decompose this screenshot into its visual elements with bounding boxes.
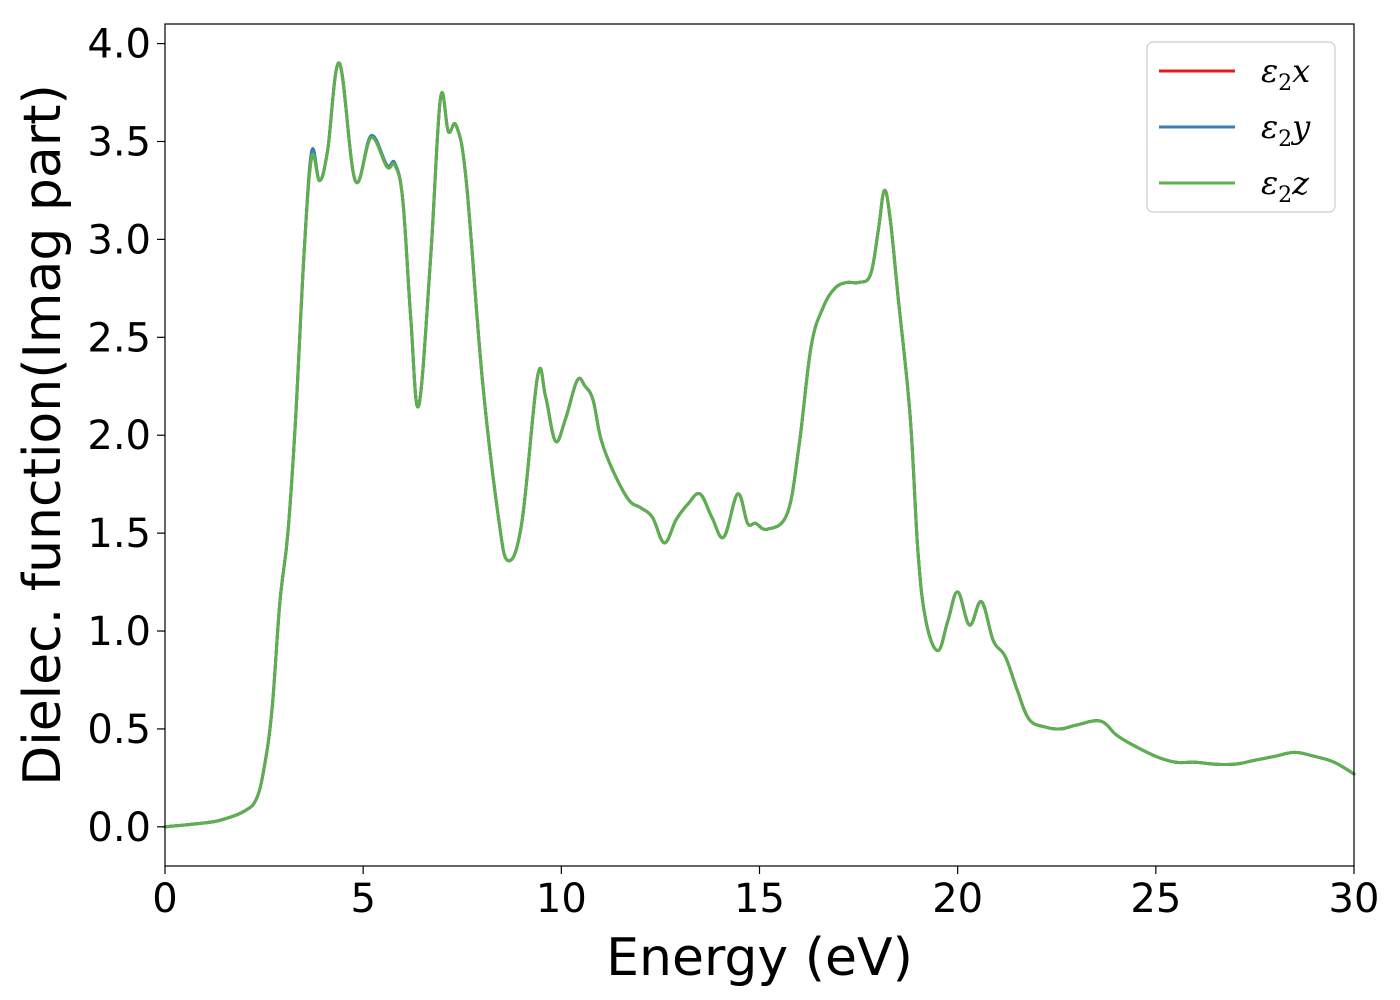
y-tick-label: 0.0 (87, 805, 151, 851)
x-tick-label: 0 (152, 876, 177, 922)
y-tick-label: 1.5 (87, 511, 151, 557)
y-tick-label: 1.0 (87, 609, 151, 655)
y-tick-label: 3.5 (87, 119, 151, 165)
x-tick-label: 30 (1329, 876, 1380, 922)
x-axis-ticks: 0 5 10 15 20 25 30 (152, 866, 1379, 922)
plot-series-group (163, 61, 1356, 829)
series-line-z (163, 61, 1356, 829)
x-tick-label: 5 (350, 876, 375, 922)
x-tick-label: 15 (734, 876, 785, 922)
legend-label-y: ε2y (1261, 108, 1311, 152)
x-tick-label: 20 (932, 876, 983, 922)
x-tick-label: 25 (1130, 876, 1181, 922)
y-tick-label: 2.5 (87, 315, 151, 361)
y-tick-label: 2.0 (87, 413, 151, 459)
x-tick-label: 10 (536, 876, 587, 922)
y-axis-ticks: 0.0 0.5 1.0 1.5 2.0 2.5 3.0 3.5 4.0 (87, 22, 165, 851)
legend: ε2x ε2y ε2z (1146, 41, 1336, 213)
y-axis-label: Dielec. function(Imag part) (13, 84, 73, 786)
y-tick-label: 0.5 (87, 707, 151, 753)
y-tick-label: 4.0 (87, 22, 151, 68)
legend-box (1146, 41, 1336, 213)
x-axis-label: Energy (eV) (606, 928, 913, 988)
y-tick-label: 3.0 (87, 217, 151, 263)
legend-label-x: ε2x (1261, 52, 1310, 96)
legend-label-z: ε2z (1261, 164, 1310, 208)
